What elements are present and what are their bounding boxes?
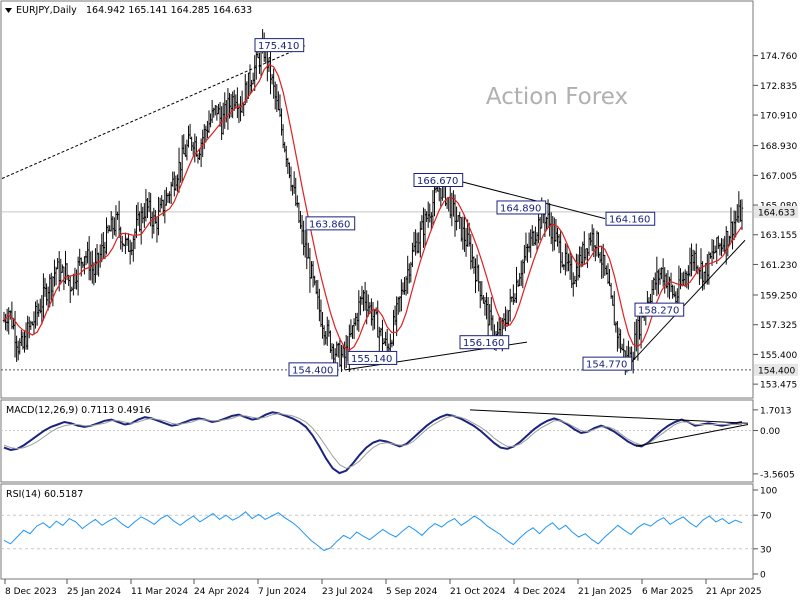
price-annotation-box [582,356,633,371]
price-y-tick-label: 163.155 [760,231,797,241]
macd-label: MACD(12,26,9) 0.7113 0.4916 [6,405,151,416]
price-y-tick-label: 168.930 [760,142,797,152]
price-y-tick-label: 172.835 [760,82,797,92]
moving-average-line [3,63,743,351]
price-annotation-label: 164.890 [500,203,541,214]
rising-support-trendline [629,239,746,365]
rising-channel-dashed-line [1,45,306,179]
price-annotation-box [305,216,356,231]
x-tick-label: 8 Dec 2023 [5,587,57,597]
price-annotation-label: 158.270 [638,306,679,317]
x-tick-label: 21 Apr 2025 [706,587,762,597]
chart-menu-triangle-icon[interactable] [5,8,12,13]
x-tick-label: 21 Jan 2025 [578,587,632,597]
price-y-tick-label: 155.400 [760,351,797,361]
price-y-tick-label: 161.230 [760,261,797,271]
price-y-tick-label: 159.250 [760,292,797,302]
support-price-tag-box [754,363,798,376]
resistance-trendline [454,179,606,220]
x-tick-label: 11 Mar 2024 [131,587,188,597]
price-panel [0,0,754,399]
price-annotation-label: 154.400 [292,365,333,376]
price-annotation-box [347,350,398,365]
macd-main-line [3,411,743,475]
price-y-tick-label: 167.005 [760,172,797,182]
rsi-y-tick-label: 0 [760,571,766,581]
rsi-panel [0,483,754,580]
chart-ohlc: 164.942 165.141 164.285 164.633 [86,5,252,16]
x-tick-label: 7 Jun 2024 [258,587,307,597]
macd-trendline-lower [635,423,749,447]
x-tick-label: 24 Apr 2024 [194,587,250,597]
price-annotation-label: 166.670 [417,176,458,187]
price-y-tick-label: 153.475 [760,381,797,391]
price-annotation-label: 154.770 [586,360,627,371]
macd-signal-line [3,412,742,469]
price-y-tick-label: 157.325 [760,321,797,331]
macd-y-tick-label: 1.7013 [760,406,792,416]
price-annotation-label: 175.410 [258,41,299,52]
rsi-y-tick-label: 100 [760,487,777,497]
rsi-line [3,511,743,552]
price-annotation-box [496,200,547,215]
x-tick-label: 5 Sep 2024 [386,587,438,597]
price-annotation-label: 163.860 [309,219,350,230]
watermark-text: Action Forex [486,84,628,110]
x-tick-label: 25 Jan 2024 [67,587,121,597]
macd-trendline-upper [469,409,749,424]
chart-symbol: EURJPY,Daily [16,5,77,16]
x-tick-label: 4 Dec 2024 [514,587,566,597]
price-annotation-box [634,302,685,317]
price-annotation-box [459,335,510,350]
current-price-tag-box [754,205,798,218]
rsi-label: RSI(14) 60.5187 [6,489,83,500]
price-annotation-box [254,38,305,53]
price-annotation-box [288,362,339,377]
x-tick-label: 6 Mar 2025 [642,587,693,597]
macd-y-tick-label: 0.00 [760,427,780,437]
current-price-tag: 164.633 [758,208,795,218]
rsi-y-tick-label: 70 [760,512,772,522]
price-annotation-label: 155.140 [351,354,392,365]
x-tick-label: 23 Jul 2024 [322,587,373,597]
price-y-tick-label: 170.910 [760,112,797,122]
price-annotation-label: 156.160 [463,338,504,349]
x-tick-label: 21 Oct 2024 [450,587,506,597]
support-price-tag: 154.400 [758,366,795,376]
price-annotation-box [413,173,464,187]
price-y-tick-label: 174.760 [760,52,797,62]
price-annotation-box [605,211,656,226]
price-annotation-label: 164.160 [609,215,650,226]
macd-y-tick-label: -3.5605 [760,470,795,480]
rsi-y-tick-label: 30 [760,545,772,555]
